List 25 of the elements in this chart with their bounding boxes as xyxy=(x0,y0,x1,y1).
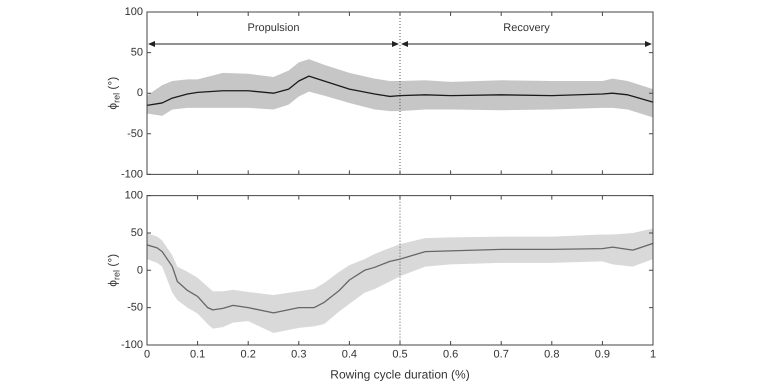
y-axis-title: ϕrel (°) xyxy=(105,254,122,287)
x-tick-label: 0.8 xyxy=(544,348,560,361)
y-tick-label: -50 xyxy=(127,302,143,314)
y-tick-label: 0 xyxy=(136,87,143,100)
x-tick-label: 0.3 xyxy=(291,348,306,361)
y-tick-label: 100 xyxy=(124,6,143,18)
y-tick-label: 50 xyxy=(130,46,143,59)
y-tick-label: -100 xyxy=(120,339,143,352)
x-tick-label: 0.2 xyxy=(240,348,256,361)
x-axis-title: Rowing cycle duration (%) xyxy=(330,367,470,381)
x-tick-label: 1 xyxy=(650,348,656,361)
y-tick-label: 50 xyxy=(130,226,143,239)
y-tick-label: 0 xyxy=(136,264,143,276)
annotation: Propulsion xyxy=(248,22,300,34)
x-tick-label: 0.5 xyxy=(392,348,408,361)
x-tick-label: 0.6 xyxy=(442,348,458,361)
x-tick-label: 0.7 xyxy=(494,348,509,361)
y-axis-title: ϕrel (°) xyxy=(105,76,122,110)
y-tick-label: -100 xyxy=(120,168,143,180)
annotation: Recovery xyxy=(503,22,550,34)
x-tick-label: 0.9 xyxy=(594,348,610,361)
x-tick-label: 0.1 xyxy=(190,348,206,361)
x-tick-label: 0.4 xyxy=(342,348,358,361)
y-tick-label: 100 xyxy=(124,190,143,202)
y-tick-label: -50 xyxy=(127,128,143,140)
